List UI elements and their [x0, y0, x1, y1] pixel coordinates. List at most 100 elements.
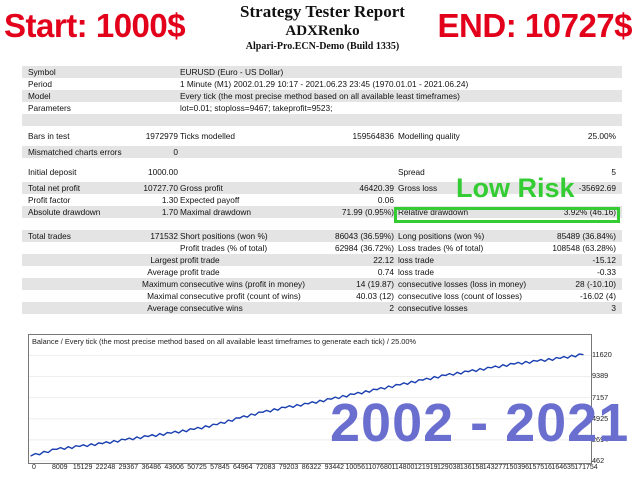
- balance-point: [30, 455, 32, 457]
- trades-row: Total trades 171532 Short positions (won…: [22, 230, 622, 242]
- period-label: Period: [28, 79, 52, 89]
- end-balance-banner: END: 10727$: [437, 7, 633, 44]
- balance-point: [353, 393, 355, 395]
- long-label: Long positions (won %): [398, 231, 485, 241]
- y-tick-label: 7157: [592, 392, 609, 402]
- balance-point: [422, 379, 424, 381]
- x-tick-label: 15129: [72, 464, 93, 471]
- x-tick-label: 36486: [141, 464, 161, 471]
- balance-point: [216, 424, 218, 426]
- pf-row: Profit factor 1.30 Expected payoff 0.06: [22, 194, 622, 206]
- balance-point: [559, 357, 561, 359]
- balance-point: [79, 445, 81, 448]
- server-name: Alpari-Pro.ECN-Demo (Build 1335): [245, 41, 400, 52]
- maxdd-label: Maximal drawdown: [180, 207, 252, 217]
- pf-label: Profit factor: [28, 195, 71, 205]
- spread-value: 5: [611, 167, 616, 177]
- balance-point: [330, 398, 332, 400]
- x-tick-label: 129038: [437, 464, 461, 471]
- average-profit-value: 0.74: [377, 267, 394, 277]
- average-profit-label: profit trade: [180, 267, 220, 277]
- avg-losses-value: 3: [611, 303, 616, 313]
- drawdown-row: Absolute drawdown 1.70 Maximal drawdown …: [22, 206, 622, 218]
- x-tick-label: 22248: [95, 464, 116, 471]
- period-row: Period 1 Minute (M1) 2002.01.29 10:17 - …: [22, 78, 622, 90]
- x-tick-label: 143277: [482, 464, 507, 471]
- x-tick-label: 157516: [528, 464, 552, 471]
- relative-drawdown-highlight: [394, 207, 620, 223]
- deposit-value: 1000.00: [148, 167, 178, 177]
- balance-point: [536, 360, 538, 362]
- absdd-value: 1.70: [161, 207, 178, 217]
- symbol-value: EURUSD (Euro - US Dollar): [180, 67, 284, 77]
- low-risk-annotation: Low Risk: [456, 173, 575, 203]
- loss-trades-label: Loss trades (% of total): [398, 243, 484, 253]
- x-tick-label: 57845: [210, 464, 230, 471]
- bars-label: Bars in test: [28, 131, 70, 141]
- maximum-label: Maximum: [142, 279, 178, 289]
- row-stripe: [22, 146, 622, 158]
- row-stripe: [22, 278, 622, 290]
- payoff-value: 0.06: [377, 195, 394, 205]
- mismatch-row: Mismatched charts errors 0: [22, 146, 622, 158]
- bars-value: 1972979: [145, 131, 178, 141]
- avg-cons-label: Average: [147, 303, 178, 313]
- spread-label: Spread: [398, 167, 425, 177]
- trades-value: 171532: [150, 231, 178, 241]
- balance-chart-svg: [29, 353, 591, 462]
- parameters-value: lot=0.01; stoploss=9467; takeprofit=9523…: [180, 103, 333, 113]
- x-tick-label: 121919: [414, 464, 438, 471]
- x-tick-label: 136158: [459, 464, 484, 471]
- largest-loss-value: -15.12: [592, 255, 616, 265]
- absdd-label: Absolute drawdown: [28, 207, 101, 217]
- ticks-value: 159564836: [352, 131, 394, 141]
- grossloss-value: -35692.69: [578, 183, 616, 193]
- maximal-loss-value: -16.02 (4): [580, 291, 616, 301]
- mismatch-label: Mismatched charts errors: [28, 147, 122, 157]
- quality-value: 25.00%: [587, 131, 616, 141]
- period-value: 1 Minute (M1) 2002.01.29 10:17 - 2021.06…: [180, 79, 469, 89]
- avg-wins-value: 2: [389, 303, 394, 313]
- max-wins-label: consecutive wins (profit in money): [180, 279, 305, 289]
- largest-profit-value: 22.12: [373, 255, 394, 265]
- report-title: Strategy Tester Report: [240, 2, 405, 21]
- mismatch-value: 0: [173, 147, 178, 157]
- expert-name: ADXRenko: [285, 23, 360, 39]
- years-annotation: 2002 - 2021: [330, 393, 630, 453]
- payoff-label: Expected payoff: [180, 195, 240, 205]
- maximal-profit-value: 40.03 (12): [356, 291, 394, 301]
- largest-profit-label: profit trade: [180, 255, 220, 265]
- balance-point: [284, 407, 287, 409]
- netprofit-value: 10727.70: [143, 183, 178, 193]
- pf-value: 1.30: [161, 195, 178, 205]
- row-stripe: [22, 254, 622, 266]
- maximal-label: Maximal: [147, 291, 178, 301]
- row-stripe: [22, 230, 622, 242]
- balance-point: [170, 432, 172, 434]
- balance-point: [307, 403, 310, 405]
- balance-point: [490, 367, 493, 369]
- trades-label: Total trades: [28, 231, 71, 241]
- y-tick-label: 4925: [592, 413, 609, 423]
- symbol-label: Symbol: [28, 67, 56, 77]
- balance-chart: Balance / Every tick (the most precise m…: [28, 334, 592, 464]
- x-tick-label: 64964: [233, 464, 253, 471]
- y-tick-label: 9389: [592, 371, 609, 381]
- profit-trades-row: Profit trades (% of total) 62984 (36.72%…: [22, 242, 622, 254]
- quality-label: Modelling quality: [398, 131, 460, 141]
- parameters-row: Parameters lot=0.01; stoploss=9467; take…: [22, 102, 622, 114]
- average-row: Average profit trade 0.74 loss trade -0.…: [22, 266, 622, 278]
- reldd-label: Relative drawdown: [398, 207, 469, 217]
- profit-trades-value: 62984 (36.72%): [334, 243, 394, 253]
- profit-trades-label: Profit trades (% of total): [180, 243, 268, 253]
- deposit-label: Initial deposit: [28, 167, 77, 177]
- model-label: Model: [28, 91, 51, 101]
- report-header: Strategy Tester Report ADXRenko Alpari-P…: [210, 2, 435, 54]
- start-balance-banner: Start: 1000$: [4, 7, 186, 44]
- maximal-row: Maximal consecutive profit (count of win…: [22, 290, 622, 302]
- max-wins-value: 14 (19.87): [356, 279, 394, 289]
- x-tick-label: 79203: [278, 464, 299, 471]
- y-tick-label: 11620: [592, 350, 612, 360]
- avg-losses-label: consecutive losses: [398, 303, 468, 313]
- y-tick-label: 462: [592, 456, 605, 465]
